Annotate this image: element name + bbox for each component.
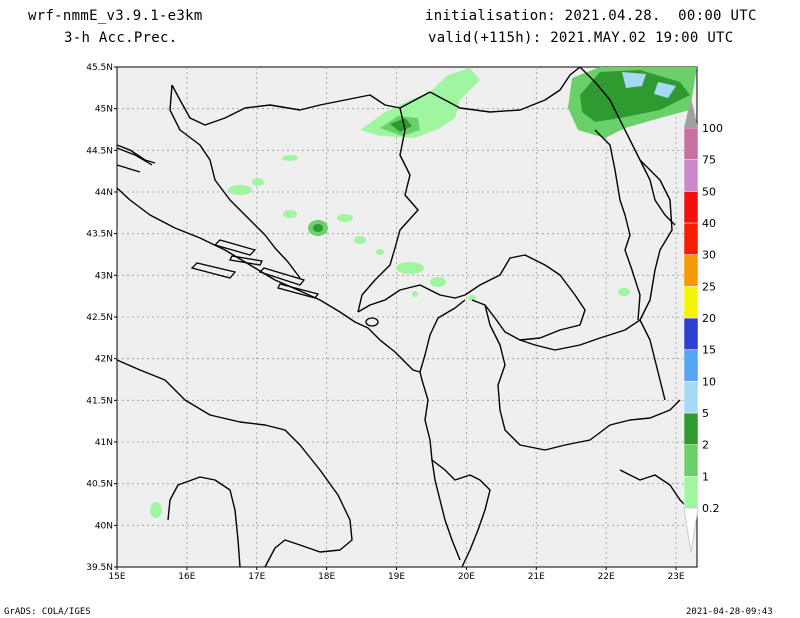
field-title: 3-h Acc.Prec.: [64, 30, 178, 46]
lon-label: 17E: [248, 572, 265, 582]
lat-label: 40.5N: [86, 480, 113, 490]
colorbar-label: 30: [702, 249, 716, 262]
colorbar-box: [683, 444, 699, 477]
northern-border: [171, 84, 431, 126]
lat-label: 42.5N: [86, 313, 113, 323]
greece-border: [431, 459, 491, 568]
precip-cell-2: [313, 224, 323, 232]
precip-cell-4: [282, 155, 298, 161]
colorbar-label: 75: [702, 154, 716, 167]
north-macedonia-border: [484, 304, 681, 451]
lon-label: 18E: [318, 572, 335, 582]
greek-islands: [619, 469, 691, 511]
longitude-labels: 15E 16E 17E 18E 19E 20E 21E 22E 23E: [108, 567, 685, 582]
colorbar-label: 0.2: [702, 502, 720, 515]
precip-areas: [150, 67, 697, 518]
precip-north-light: [360, 68, 480, 138]
serbia-border-east: [429, 66, 581, 113]
montenegro-border: [357, 284, 466, 313]
lon-label: 15E: [108, 572, 125, 582]
colorbar-box: [683, 476, 699, 509]
colorbar-label: 10: [702, 375, 716, 388]
colorbar-label: 100: [702, 122, 723, 135]
colorbar-label: 1: [702, 470, 709, 483]
precip-cell-14: [150, 502, 162, 518]
precip-cell-12: [412, 291, 418, 297]
colorbar-box: [683, 159, 699, 192]
lat-label: 39.5N: [86, 563, 113, 573]
adriatic-north-coast: [116, 144, 421, 373]
serbia-bulgaria-border: [594, 129, 641, 321]
colorbar-box: [683, 381, 699, 414]
islands: [116, 147, 379, 327]
lat-label: 42N: [95, 355, 113, 365]
colorbar-label: 2: [702, 439, 709, 452]
precip-cell-10: [430, 277, 446, 287]
precip-cell-5: [228, 185, 252, 195]
precip-cell-8: [354, 236, 366, 244]
lat-label: 43N: [95, 271, 113, 281]
bosnia-serbia-border: [357, 107, 419, 313]
colorbar-box: [683, 412, 699, 445]
init-time: initialisation: 2021.04.28. 00:00 UTC: [425, 8, 757, 24]
precip-cell-13: [618, 288, 630, 296]
colorbar-box: [683, 222, 699, 255]
precip-cell-9: [396, 262, 424, 274]
lon-label: 19E: [388, 572, 405, 582]
lon-label: 20E: [458, 572, 475, 582]
colorbar-label: 15: [702, 344, 716, 357]
colorbar-box: [683, 349, 699, 382]
coastlines-borders: [116, 66, 691, 568]
kosovo-border: [464, 254, 586, 341]
model-title: wrf-nmmE_v3.9.1-e3km: [28, 8, 203, 24]
valid-time: valid(+115h): 2021.MAY.02 19:00 UTC: [428, 30, 734, 46]
precip-ne-heavy: [622, 72, 646, 88]
colorbar-box: [683, 191, 699, 224]
lon-label: 21E: [528, 572, 545, 582]
albania-border-north: [419, 299, 466, 373]
colorbar-box: [683, 286, 699, 319]
precip-north-heavy: [390, 118, 412, 132]
bulgaria-east: [639, 159, 673, 321]
lat-label: 44.5N: [86, 146, 113, 156]
colorbar-box: [683, 127, 699, 160]
colorbar-label: 25: [702, 280, 716, 293]
lon-label: 22E: [598, 572, 615, 582]
lon-label: 16E: [178, 572, 195, 582]
colorbar-label: 20: [702, 312, 716, 325]
lat-label: 45N: [95, 105, 113, 115]
colorbar-box: [683, 317, 699, 350]
lat-label: 41.5N: [86, 396, 113, 406]
lat-label: 40N: [95, 521, 113, 531]
colorbar-box: [683, 254, 699, 287]
colorbar-arrow-bottom: [683, 507, 699, 554]
footer-left: GrADS: COLA/IGES: [4, 607, 91, 617]
lat-label: 45.5N: [86, 63, 113, 73]
footer-right: 2021-04-28-09:43: [686, 607, 773, 617]
nm-bulgaria-border: [519, 319, 666, 401]
lat-label: 41N: [95, 438, 113, 448]
romania-border: [579, 66, 676, 226]
precip-ne-heavy-2: [654, 82, 676, 98]
precip-cell-11: [376, 249, 384, 255]
colorbar-label: 40: [702, 217, 716, 230]
lat-label: 43.5N: [86, 230, 113, 240]
lat-label: 44N: [95, 188, 113, 198]
italy-heel: [167, 476, 241, 568]
precip-cell-15: [468, 295, 476, 301]
lon-label: 23E: [667, 572, 684, 582]
latitude-labels: 45.5N 45N 44.5N 44N 43.5N 43N 42.5N 42N 41.5N 41N…: [86, 63, 117, 573]
precip-cell-7: [337, 214, 353, 222]
precip-cell-6: [252, 178, 264, 186]
colorbar-label: 50: [702, 185, 716, 198]
croatia-bosnia-border: [169, 84, 301, 279]
colorbar-arrow-top: [684, 98, 698, 128]
precip-cell-3: [283, 210, 297, 218]
colorbar-label: 5: [702, 407, 709, 420]
italian-coast: [116, 359, 353, 568]
